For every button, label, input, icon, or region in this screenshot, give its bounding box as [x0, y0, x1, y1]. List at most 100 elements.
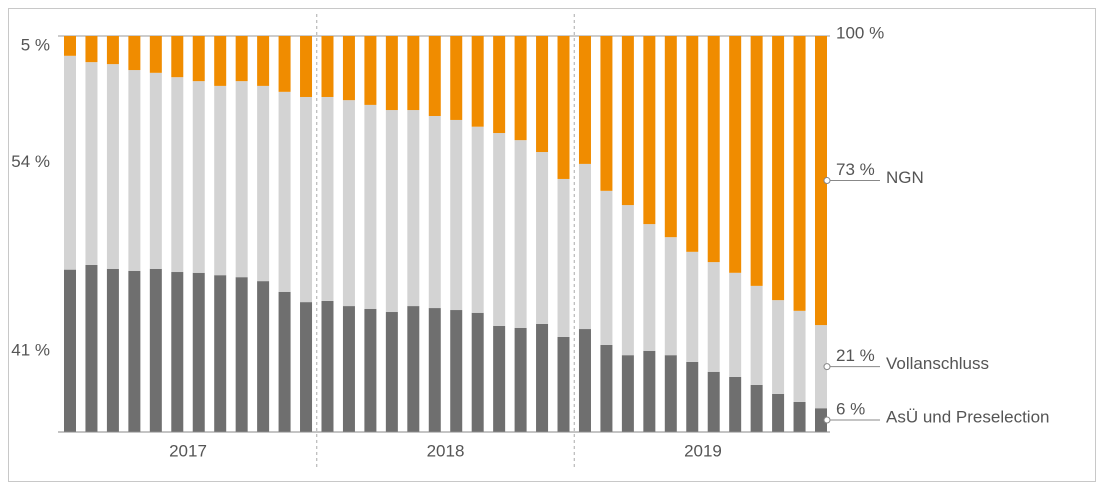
bar-segment [815, 36, 827, 326]
bar-segment [128, 70, 141, 271]
value-label: 54 % [11, 152, 50, 171]
bar-segment [750, 384, 763, 432]
bar-segment [128, 36, 141, 71]
bar-segment [471, 126, 484, 313]
bar-segment [364, 308, 377, 432]
bar-segment [128, 270, 141, 432]
value-label: 5 % [21, 35, 50, 54]
x-group-label: 2019 [684, 441, 722, 460]
bar-segment [385, 312, 398, 432]
bar-segment [493, 36, 506, 134]
leader-dot [823, 416, 831, 424]
legend-label: AsÜ und Preselection [886, 407, 1049, 426]
y-tick-label: 100 % [836, 23, 884, 42]
bar-segment [557, 336, 570, 432]
bar-segment [257, 36, 270, 86]
bar-segment [214, 85, 227, 276]
bar-segment [106, 64, 119, 269]
bar-segment [257, 85, 270, 282]
value-label: 21 % [836, 346, 875, 365]
bar-segment [578, 36, 591, 164]
bar-segment [664, 36, 677, 238]
bar-segment [729, 272, 742, 377]
leader-dot [823, 363, 831, 371]
bar-segment [793, 36, 806, 311]
bar-segment [557, 178, 570, 337]
bar-segment [600, 344, 613, 432]
bar-segment [493, 133, 506, 326]
bar-segment [407, 306, 420, 432]
bar-segment [171, 77, 184, 273]
bar-segment [815, 408, 827, 432]
bar-segment [85, 36, 98, 63]
bar-segment [385, 36, 398, 111]
bar-segment [235, 36, 248, 82]
bar-segment [149, 36, 162, 73]
bar-segment [686, 251, 699, 362]
bar-segment [729, 36, 742, 273]
bar-segment [321, 300, 334, 432]
value-label: 41 % [11, 340, 50, 359]
bar-segment [514, 327, 527, 432]
bar-segment [214, 36, 227, 86]
legend-label: NGN [886, 168, 924, 187]
bar-segment [643, 36, 656, 225]
x-group-label: 2017 [169, 441, 207, 460]
bar-segment [750, 36, 763, 286]
bar-segment [192, 81, 205, 273]
bar-segment [278, 291, 291, 432]
bar-segment [106, 36, 119, 65]
frame [8, 8, 1096, 482]
bar-segment [707, 36, 720, 263]
bar-segment [450, 36, 463, 120]
bar-segment [514, 36, 527, 141]
bar-segment [428, 36, 441, 116]
bar-segment [621, 205, 634, 356]
value-label: 73 % [836, 160, 875, 179]
bar-segment [514, 140, 527, 328]
bar-segment [471, 312, 484, 432]
bar-segment [664, 355, 677, 432]
bar-segment [385, 110, 398, 313]
bar-segment [321, 36, 334, 97]
bar-segment [707, 262, 720, 372]
bar-segment [428, 308, 441, 432]
bar-segment [772, 36, 785, 301]
bar-segment [171, 36, 184, 78]
bar-segment [772, 300, 785, 394]
bar-segment [235, 277, 248, 432]
bar-segment [235, 81, 248, 278]
bar-segment [364, 104, 377, 309]
bar-segment [600, 36, 613, 191]
bar-segment [643, 350, 656, 432]
bar-segment [450, 119, 463, 311]
bar-segment [686, 361, 699, 432]
bar-segment [192, 272, 205, 432]
bar-segment [729, 376, 742, 432]
bar-segment [772, 393, 785, 432]
bar-segment [300, 96, 313, 303]
bar-segment [364, 36, 377, 105]
bar-segment [664, 237, 677, 356]
value-label: 6 % [836, 399, 865, 418]
bar-segment [643, 224, 656, 351]
bar-segment [407, 110, 420, 307]
bar-segment [536, 36, 549, 153]
bar-segment [278, 91, 291, 292]
bar-segment [171, 272, 184, 432]
bar-segment [793, 401, 806, 432]
bar-segment [707, 371, 720, 432]
bar-segment [321, 96, 334, 301]
bar-segment [578, 163, 591, 330]
bar-segment [106, 268, 119, 432]
bar-segment [257, 281, 270, 432]
bar-segment [578, 329, 591, 432]
bar-segment [64, 55, 76, 270]
bar-segment [557, 36, 570, 179]
bar-segment [686, 36, 699, 252]
bar-segment [342, 306, 355, 432]
bar-segment [793, 310, 806, 402]
bar-segment [621, 355, 634, 432]
leader-dot [823, 177, 831, 185]
